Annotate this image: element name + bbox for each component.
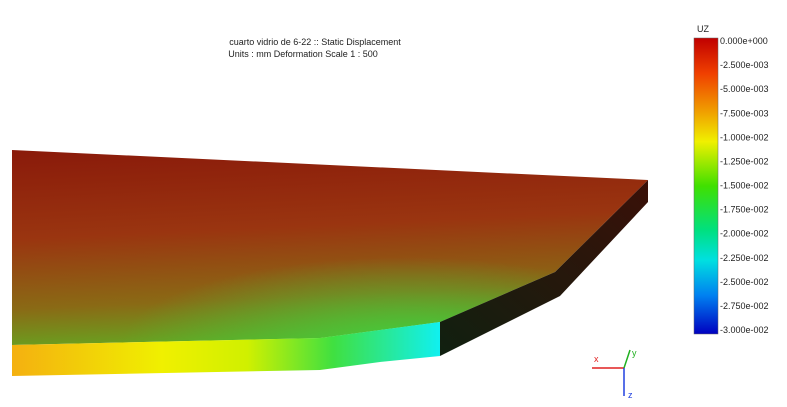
legend-label: -1.750e-002 bbox=[720, 205, 769, 215]
legend-label: -3.000e-002 bbox=[720, 325, 769, 335]
legend-label: -2.500e-002 bbox=[720, 277, 769, 287]
x-label: x bbox=[594, 354, 599, 364]
legend-label: 0.000e+000 bbox=[720, 36, 768, 46]
legend-label: -1.000e-002 bbox=[720, 132, 769, 142]
legend-label: -1.250e-002 bbox=[720, 156, 769, 166]
viewport: cuarto vidrio de 6-22 :: Static Displace… bbox=[0, 0, 787, 407]
legend-title: UZ bbox=[697, 24, 709, 34]
y-axis bbox=[624, 350, 630, 368]
plate-top-glow bbox=[12, 150, 648, 345]
legend-label: -5.000e-003 bbox=[720, 84, 769, 94]
legend-label: -7.500e-003 bbox=[720, 108, 769, 118]
y-label: y bbox=[632, 348, 637, 358]
legend-label: -2.500e-003 bbox=[720, 60, 769, 70]
z-label: z bbox=[628, 390, 633, 400]
legend-labels: 0.000e+000 -2.500e-003 -5.000e-003 -7.500e-… bbox=[720, 36, 769, 335]
legend-label: -2.750e-002 bbox=[720, 301, 769, 311]
legend-label: -2.250e-002 bbox=[720, 253, 769, 263]
model bbox=[12, 150, 648, 376]
legend-label: -2.000e-002 bbox=[720, 229, 769, 239]
axis-triad: x y z bbox=[592, 348, 637, 400]
color-bar bbox=[694, 38, 718, 334]
legend-label: -1.500e-002 bbox=[720, 181, 769, 191]
title: cuarto vidrio de 6-22 :: Static Displace… bbox=[229, 37, 401, 47]
subtitle: Units : mm Deformation Scale 1 : 500 bbox=[228, 49, 378, 59]
